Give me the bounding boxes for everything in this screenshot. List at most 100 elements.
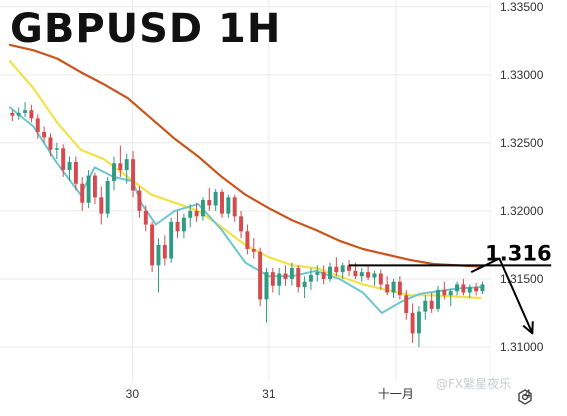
candle-body (353, 270, 358, 277)
candle-body (277, 273, 282, 286)
candle-body (315, 272, 320, 275)
grid (0, 0, 491, 381)
candle-body (131, 159, 136, 191)
candle-body (80, 183, 85, 203)
candle-body (283, 273, 288, 279)
y-tick-label: 1.31000 (500, 340, 544, 354)
annotations: 1.316 (348, 241, 552, 335)
x-axis: 30 31 十一月 4 (126, 387, 532, 401)
candle-body (35, 118, 40, 132)
candle-body (296, 268, 301, 288)
chart-title: GBPUSD 1H (10, 6, 282, 52)
arrow-head (522, 321, 534, 335)
candle-body (429, 300, 434, 309)
candle-body (321, 272, 326, 279)
candle-body (397, 281, 402, 296)
candle-body (378, 273, 383, 285)
candle-body (86, 175, 91, 203)
candle-body (67, 161, 72, 171)
candle-body (270, 272, 275, 286)
candle-body (92, 175, 97, 198)
candle-body (105, 180, 110, 214)
candle-body (118, 163, 123, 171)
candle-body (308, 274, 313, 282)
candle-body (334, 266, 339, 273)
candle-body (410, 312, 415, 334)
y-axis: 1.33500 1.33000 1.32500 1.32000 1.31500 1.310… (500, 0, 544, 354)
ma-line-slow (8, 43, 482, 268)
candle-body (239, 216, 244, 232)
candle-body (73, 161, 78, 184)
candle-body (359, 272, 364, 277)
candle-body (366, 272, 371, 278)
candle-body (61, 148, 66, 171)
candle-body (175, 221, 180, 232)
y-tick-label: 1.33000 (500, 68, 544, 82)
candle-body (347, 265, 352, 271)
candle-body (16, 112, 21, 116)
candle-body (99, 197, 104, 214)
candle-body (442, 289, 447, 296)
candle-body (436, 289, 440, 309)
x-tick-label: 十一月 (378, 387, 414, 401)
candle-body (258, 251, 263, 300)
ma-line-medium (8, 60, 482, 300)
candle-body (194, 210, 199, 217)
candle-body (289, 268, 294, 279)
candle-body (181, 217, 186, 232)
candle-body (232, 197, 237, 217)
candle-body (29, 110, 34, 119)
gear-icon[interactable] (517, 389, 533, 405)
y-tick-label: 1.31500 (500, 272, 544, 286)
candle-body (137, 190, 142, 211)
candle-body (404, 295, 409, 313)
candle-body (423, 300, 428, 312)
y-tick-label: 1.33500 (500, 0, 544, 14)
x-tick-label: 4 (524, 387, 531, 401)
candle-body (213, 191, 218, 206)
candle-body (226, 197, 231, 214)
y-tick-label: 1.32500 (500, 136, 544, 150)
candle-body (461, 284, 466, 293)
candle-body (474, 287, 479, 292)
candle-body (245, 231, 250, 250)
candle-body (150, 224, 155, 266)
y-tick-label: 1.32000 (500, 204, 544, 218)
candle-body (480, 284, 485, 292)
candle-body (54, 148, 59, 150)
candle-body (124, 159, 129, 171)
projection-arrow (470, 257, 534, 334)
candle-body (143, 210, 148, 225)
candle-body (220, 191, 224, 214)
candle-body (169, 221, 174, 259)
candle-body (10, 112, 15, 116)
candle-body (23, 110, 28, 113)
watermark: @FX繁星夜乐 (436, 377, 512, 391)
candle-body (264, 272, 269, 300)
x-tick-label: 30 (126, 387, 140, 401)
candle-body (162, 244, 167, 259)
candle-body (48, 137, 53, 150)
candle-body (385, 284, 390, 293)
ma-line-fast (9, 106, 482, 314)
x-tick-label: 31 (262, 387, 276, 401)
candle-body (467, 287, 472, 293)
candle-body (251, 249, 256, 252)
candle-body (328, 266, 332, 279)
candle-body (372, 273, 377, 278)
candle-body (302, 281, 307, 288)
candle-body (448, 291, 453, 296)
candle-body (416, 311, 421, 334)
candle-body (340, 265, 345, 273)
candle-body (391, 281, 396, 293)
candle-body (156, 244, 161, 266)
moving-averages (8, 43, 482, 314)
candle-body (112, 163, 116, 181)
level-label: 1.316 (485, 241, 551, 265)
candle-body (207, 200, 212, 206)
candlesticks (10, 102, 485, 347)
candle-body (200, 200, 205, 217)
candle-body (455, 284, 460, 292)
